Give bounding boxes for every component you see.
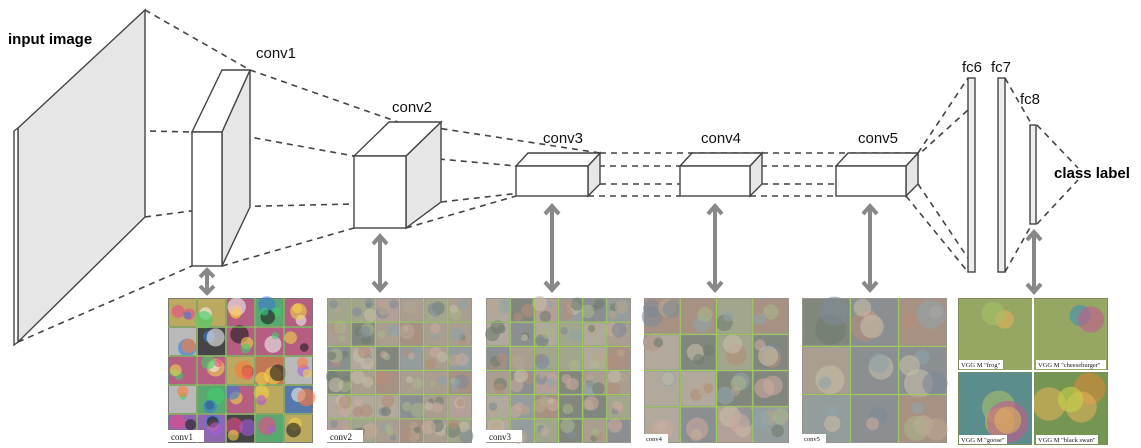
conv3-visualization-panel <box>485 295 631 444</box>
conv5-panel-caption: conv5 <box>804 436 820 443</box>
visualization-panels <box>168 295 1108 445</box>
fc8-label: fc8 <box>1020 91 1040 108</box>
conv4-label: conv4 <box>701 130 741 147</box>
fc7-label: fc7 <box>991 59 1011 76</box>
conv3-panel-caption: conv3 <box>489 432 511 442</box>
layer-labels: input image conv1 conv2 conv3 conv4 conv… <box>8 31 1130 182</box>
fc8-caption-goose: VGG M "goose" <box>961 437 1005 444</box>
conv3-label: conv3 <box>543 130 583 147</box>
double-arrows <box>198 202 1043 296</box>
conv5-label: conv5 <box>858 130 898 147</box>
conv2-block <box>352 120 443 230</box>
fc8-caption-cheeseburger: VGG M "cheeseburger" <box>1038 362 1101 369</box>
conv4-block <box>678 151 764 198</box>
fc8-double-arrow <box>1025 228 1043 296</box>
conv3-double-arrow <box>543 202 561 294</box>
fc7-block <box>997 77 1006 273</box>
conv2-double-arrow <box>371 232 389 294</box>
conv1-double-arrow <box>198 267 216 296</box>
conv4-double-arrow <box>706 202 724 294</box>
input-image-block <box>13 8 146 347</box>
conv1-label: conv1 <box>256 45 296 62</box>
input-image-label: input image <box>8 31 92 48</box>
conv2-panel-caption: conv2 <box>330 432 352 442</box>
conv4-visualization-panel <box>641 298 789 443</box>
conv2-label: conv2 <box>392 99 432 116</box>
panel-captions: conv1 conv2 conv3 conv4 conv5 VGG M "fro… <box>168 360 1106 444</box>
class-label-text: class label <box>1054 165 1130 182</box>
conv3-block <box>514 151 602 198</box>
conv1-block <box>190 69 252 267</box>
fc6-block <box>967 77 976 273</box>
fc8-caption-frog: VGG M "frog" <box>961 362 1001 369</box>
conv5-block <box>834 151 920 198</box>
fc8-block <box>1029 124 1037 225</box>
conv2-visualization-panel <box>325 298 474 444</box>
conv4-panel-caption: conv4 <box>646 436 663 443</box>
conv1-panel-caption: conv1 <box>171 432 193 442</box>
conv5-double-arrow <box>861 202 879 294</box>
fc6-label: fc6 <box>962 59 982 76</box>
conv5-visualization-panel <box>802 296 948 443</box>
conv1-visualization-panel <box>168 296 316 443</box>
fc8-caption-black-swan: VGG M "black swan" <box>1038 437 1096 444</box>
fc8-panel-separators <box>958 298 1108 445</box>
